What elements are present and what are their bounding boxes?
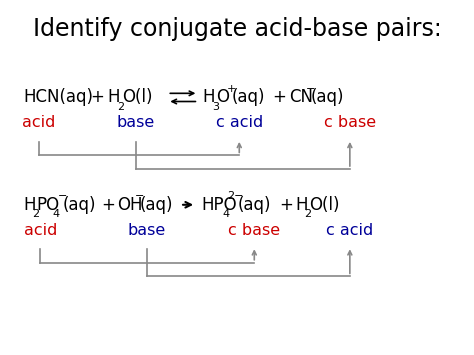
Text: O(l): O(l) [122,88,152,106]
Text: O: O [217,88,229,106]
Text: Identify conjugate acid-base pairs:: Identify conjugate acid-base pairs: [33,17,441,41]
Text: +: + [91,88,104,106]
Text: base: base [128,223,166,238]
Text: OH: OH [118,196,143,214]
Text: c acid: c acid [216,115,263,131]
Text: c acid: c acid [326,223,374,238]
Text: 4: 4 [53,209,60,219]
Text: HCN(aq): HCN(aq) [23,88,93,106]
Text: base: base [117,115,155,131]
Text: +: + [272,88,286,106]
Text: H: H [295,196,308,214]
Text: CN: CN [289,88,313,106]
Text: (aq): (aq) [139,196,173,214]
Text: 4: 4 [222,209,229,219]
Text: (aq): (aq) [232,88,265,106]
Text: −: − [135,191,144,201]
Text: acid: acid [24,223,57,238]
Text: 2−: 2− [228,191,244,201]
Text: H: H [23,196,36,214]
Text: +: + [227,84,237,94]
Text: 2: 2 [32,209,39,219]
Text: 2: 2 [117,102,124,112]
Text: (aq): (aq) [310,88,344,106]
Text: c base: c base [228,223,280,238]
Text: +: + [102,196,116,214]
Text: H: H [107,88,120,106]
Text: (aq): (aq) [63,196,96,214]
Text: O(l): O(l) [310,196,340,214]
Text: 2: 2 [304,209,311,219]
Text: acid: acid [22,115,56,131]
Text: c base: c base [324,115,376,131]
Text: PO: PO [37,196,60,214]
Text: +: + [279,196,293,214]
Text: −: − [58,191,67,201]
Text: 3: 3 [212,102,219,112]
Text: HPO: HPO [201,196,237,214]
Text: (aq): (aq) [237,196,271,214]
Text: −: − [306,84,315,94]
Text: H: H [203,88,215,106]
